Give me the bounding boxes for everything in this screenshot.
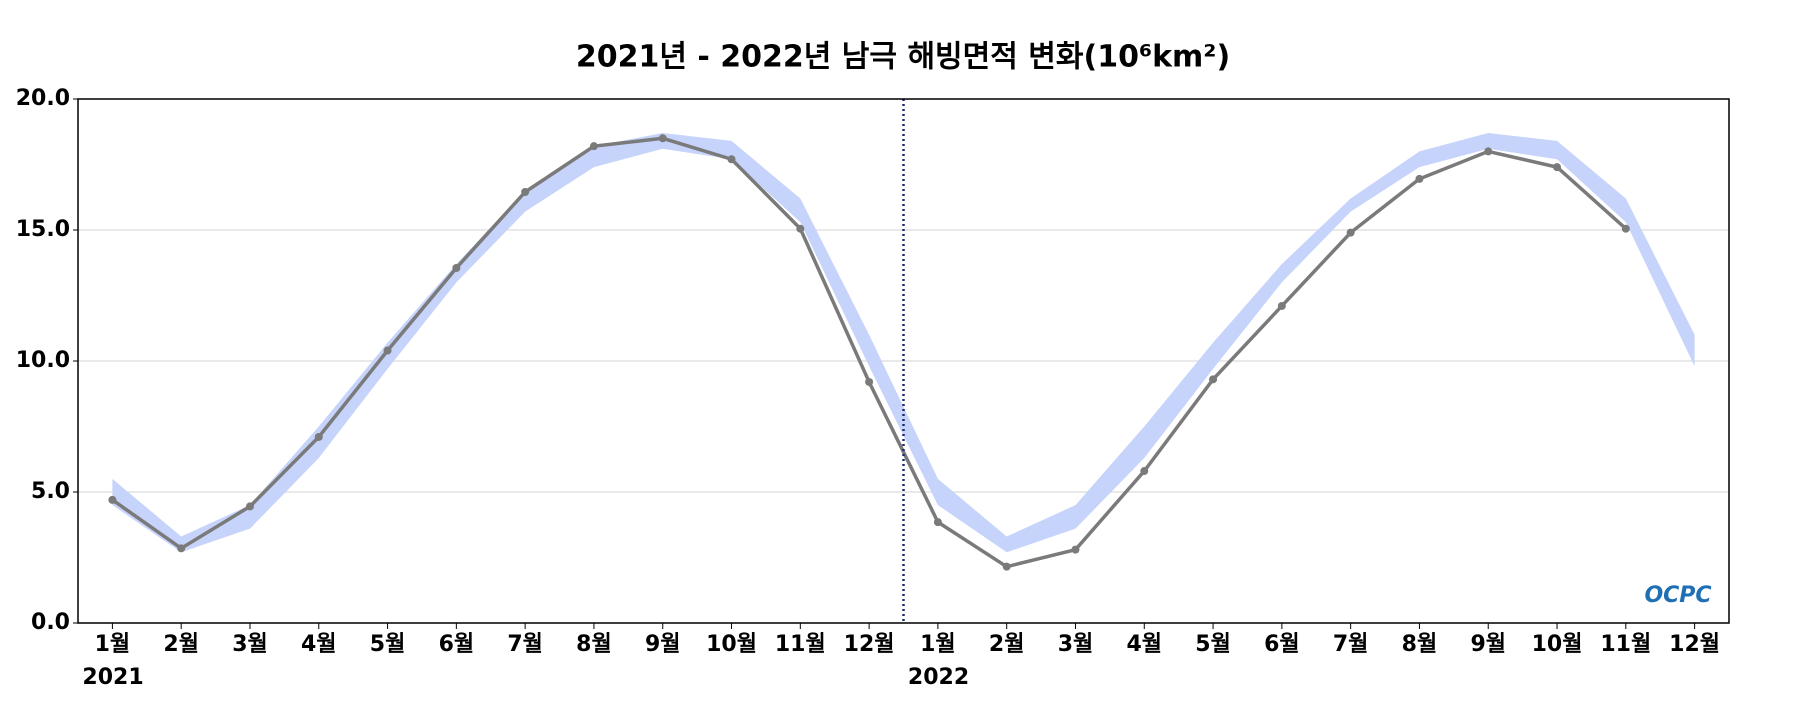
data-point [452, 263, 461, 272]
x-tick-label: 2월 [163, 632, 199, 657]
x-tick-label: 2월 [989, 632, 1025, 657]
data-point [1209, 375, 1218, 384]
y-tick-label: 20.0 [16, 86, 70, 111]
data-point [383, 346, 392, 355]
data-point [865, 377, 874, 386]
group-label: 2022 [908, 665, 969, 690]
x-tick-label: 11월 [1600, 632, 1651, 657]
x-tick-label: 9월 [645, 632, 681, 657]
data-point [521, 188, 530, 197]
data-point [933, 518, 942, 527]
chart-title: 2021년 - 2022년 남극 해빙면적 변화(10⁶km²) [576, 40, 1230, 75]
x-tick-label: 4월 [1126, 632, 1162, 657]
x-tick-label: 11월 [775, 632, 826, 657]
data-point [1071, 545, 1080, 554]
group-label: 2021 [82, 665, 143, 690]
data-point [796, 224, 805, 233]
data-point [314, 432, 323, 441]
x-tick-label: 10월 [1532, 632, 1583, 657]
data-point [658, 134, 667, 143]
data-point [1553, 163, 1562, 172]
x-tick-label: 12월 [844, 632, 895, 657]
x-tick-label: 3월 [232, 632, 268, 657]
x-tick-label: 7월 [507, 632, 543, 657]
x-tick-label: 1월 [95, 632, 131, 657]
x-tick-label: 7월 [1333, 632, 1369, 657]
data-point [1140, 467, 1149, 476]
y-tick-label: 0.0 [31, 610, 70, 635]
x-tick-label: 1월 [920, 632, 956, 657]
data-point [727, 155, 736, 164]
x-tick-label: 5월 [370, 632, 406, 657]
x-tick-label: 6월 [439, 632, 475, 657]
data-point [1002, 562, 1011, 571]
data-point [1621, 224, 1630, 233]
y-tick-label: 10.0 [16, 348, 70, 373]
y-tick-label: 5.0 [31, 479, 70, 504]
data-point [177, 544, 186, 553]
data-point [1346, 228, 1355, 237]
data-point [245, 502, 254, 511]
data-point [1484, 147, 1493, 156]
watermark: OCPC [1644, 583, 1711, 608]
x-tick-label: 8월 [576, 632, 612, 657]
x-tick-label: 6월 [1264, 632, 1300, 657]
x-tick-label: 12월 [1669, 632, 1720, 657]
x-tick-label: 5월 [1195, 632, 1231, 657]
x-tick-label: 10월 [706, 632, 757, 657]
x-tick-label: 3월 [1058, 632, 1094, 657]
data-point [1277, 301, 1286, 310]
data-point [1415, 174, 1424, 183]
x-tick-label: 8월 [1402, 632, 1438, 657]
data-point [589, 142, 598, 151]
x-tick-label: 9월 [1470, 632, 1506, 657]
data-point [108, 495, 117, 504]
y-tick-label: 15.0 [16, 217, 70, 242]
x-tick-label: 4월 [301, 632, 337, 657]
plot-frame [77, 98, 1730, 624]
